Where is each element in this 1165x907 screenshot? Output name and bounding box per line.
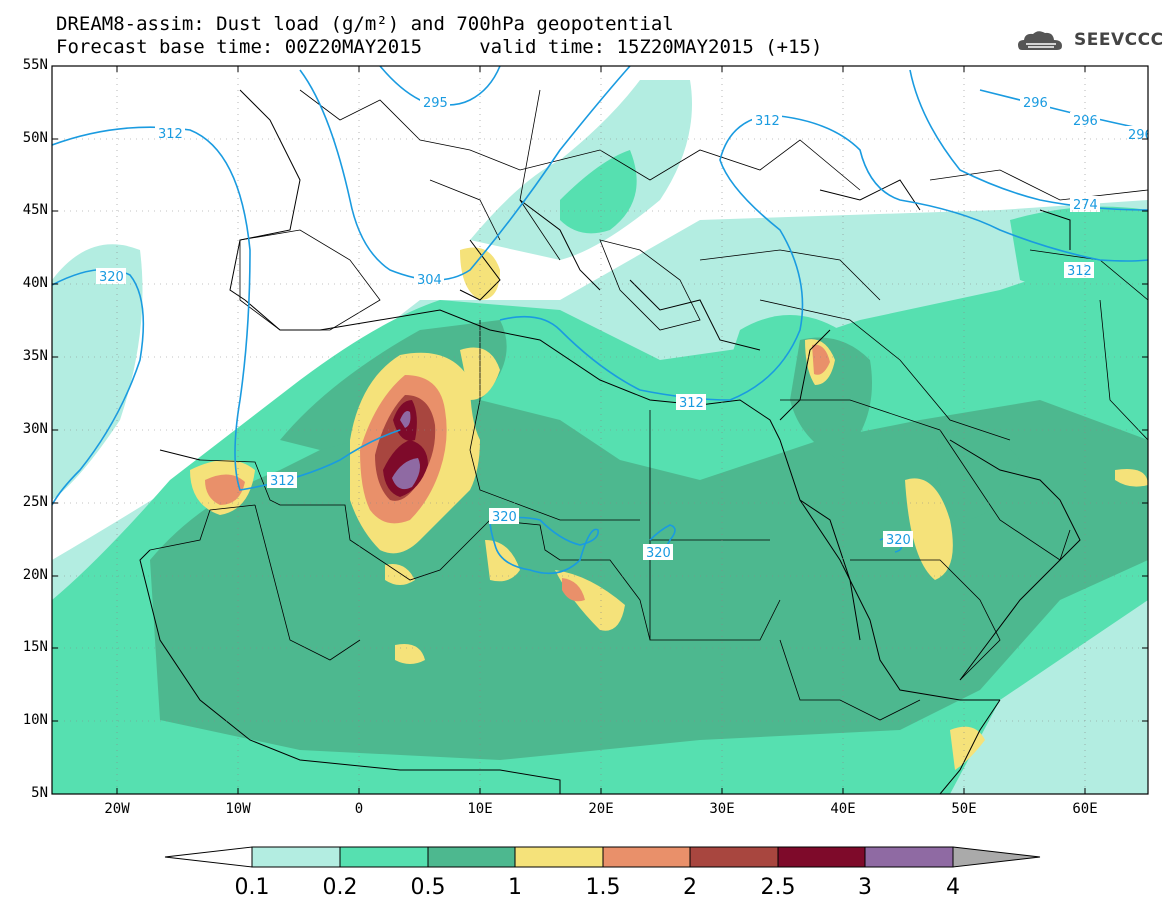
colorbar-label: 3 <box>858 875 872 900</box>
lat-label: 30N <box>22 421 48 437</box>
contour-label: 296 <box>1023 96 1048 111</box>
contour-label: 320 <box>99 270 124 285</box>
contour-label: 304 <box>417 273 442 288</box>
colorbar-label: 1 <box>508 875 522 900</box>
colorbar-label: 2.5 <box>760 875 796 900</box>
contour-label: 296 <box>1073 114 1098 129</box>
colorbar-arrow-right <box>952 846 1041 868</box>
colorbar-segment <box>689 846 779 868</box>
contour-label: 312 <box>755 114 780 129</box>
map-subtitle: Forecast base time: 00Z20MAY2015 valid t… <box>56 36 823 58</box>
lat-label: 15N <box>22 639 48 655</box>
contour-labels: 312 295 312 296 296 296 320 304 312 274 … <box>96 94 1153 561</box>
lon-label: 0 <box>354 801 364 817</box>
contour-label: 312 <box>158 127 183 142</box>
colorbar <box>164 846 1041 868</box>
colorbar-label: 0.2 <box>322 875 358 900</box>
colorbar-segment <box>514 846 604 868</box>
contour-label: 320 <box>492 510 517 525</box>
colorbar-label: 0.5 <box>410 875 446 900</box>
lon-label: 50E <box>951 801 977 817</box>
lon-label: 20W <box>104 801 130 817</box>
colorbar-segment <box>777 846 866 868</box>
lon-label: 40E <box>830 801 856 817</box>
contour-label: 320 <box>886 533 911 548</box>
colorbar-label: 0.1 <box>234 875 270 900</box>
country-borders <box>149 89 1148 721</box>
dust-level-3 <box>392 411 420 490</box>
contour-label: 274 <box>1073 198 1098 213</box>
axis-ticks <box>52 65 1148 795</box>
lon-label: 10E <box>467 801 493 817</box>
colorbar-segment <box>602 846 691 868</box>
lat-label: 25N <box>22 494 48 510</box>
lon-label: 10W <box>225 801 251 817</box>
lon-label: 20E <box>588 801 614 817</box>
map-title: DREAM8-assim: Dust load (g/m²) and 700hP… <box>56 13 674 35</box>
colorbar-label: 4 <box>946 875 960 900</box>
contour-label: 296 <box>1128 128 1153 143</box>
lat-label: 55N <box>22 57 48 73</box>
colorbar-label: 2 <box>683 875 697 900</box>
lat-label: 10N <box>22 712 48 728</box>
lat-label: 50N <box>22 130 48 146</box>
lat-label: 40N <box>22 275 48 291</box>
colorbar-arrow-left <box>164 846 253 868</box>
coastlines <box>139 89 1081 794</box>
lon-label: 30E <box>709 801 735 817</box>
colorbar-segment <box>427 846 516 868</box>
lon-label: 60E <box>1072 801 1098 817</box>
colorbar-label: 1.5 <box>585 875 621 900</box>
contour-label: 295 <box>423 96 448 111</box>
contour-label: 320 <box>646 546 671 561</box>
logo-text: SEEVCCC <box>1074 30 1164 50</box>
lat-label: 5N <box>31 785 48 801</box>
lat-label: 20N <box>22 567 48 583</box>
lat-label: 45N <box>22 202 48 218</box>
cloud-logo-icon <box>1018 31 1062 50</box>
contour-label: 312 <box>679 396 704 411</box>
contour-label: 312 <box>270 474 295 489</box>
colorbar-segment <box>339 846 429 868</box>
colorbar-segment <box>864 846 954 868</box>
colorbar-segment <box>251 846 341 868</box>
contour-label: 312 <box>1067 264 1092 279</box>
lat-label: 35N <box>22 348 48 364</box>
